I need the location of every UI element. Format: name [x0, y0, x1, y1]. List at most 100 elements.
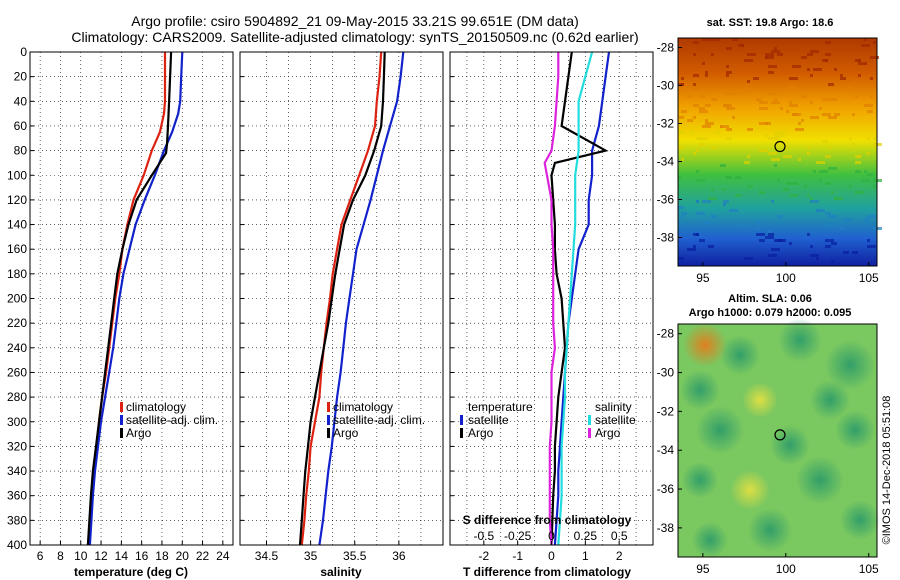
lon-tick-label: 105	[859, 562, 879, 576]
depth-tick-label: 360	[7, 489, 27, 503]
lat-tick-label: -30	[657, 79, 675, 93]
legend-sal-argo: Argo	[595, 426, 621, 440]
sla-map: Altim. SLA: 0.06 Argo h1000: 0.079 h2000…	[657, 293, 880, 576]
depth-tick-label: 220	[7, 316, 27, 330]
series-temperature-argo	[550, 51, 609, 546]
x-tick-label: 36	[392, 549, 406, 563]
series-argo	[86, 51, 173, 546]
sst-map-title: sat. SST: 19.8 Argo: 18.6	[707, 17, 834, 29]
depth-tick-label: 80	[14, 144, 28, 158]
lat-tick-label: -28	[657, 41, 675, 55]
x-tick-label: 2	[616, 549, 623, 563]
x-tick-label: 20	[176, 549, 190, 563]
depth-tick-label: 300	[7, 415, 27, 429]
series-salinity-satellite	[557, 51, 594, 546]
argo-location-marker	[774, 140, 786, 153]
lat-tick-label: -28	[657, 327, 675, 341]
depth-tick-label: 180	[7, 267, 27, 281]
series-salinity-argo	[543, 52, 560, 546]
depth-tick-label: 200	[7, 292, 27, 306]
depth-tick-label: 400	[7, 538, 27, 552]
temperature-legend: climatology satellite-adj. clim. Argo	[120, 400, 218, 440]
depth-tick-label: 280	[7, 390, 27, 404]
temperature-panel: 6 8 10 12 14 16 18 20 22 24 temperature (deg C) c…	[29, 51, 234, 579]
x-tick-label: 8	[57, 549, 64, 563]
lat-tick-label: -32	[657, 117, 675, 131]
temperature-xlabel: temperature (deg C)	[74, 565, 188, 579]
series-temperature-satellite	[553, 51, 611, 546]
series-satellite-adj-clim-	[88, 51, 184, 546]
x-tick-label: 35	[304, 549, 318, 563]
argo-location-marker	[774, 429, 786, 441]
legend-climatology: climatology	[126, 400, 186, 414]
salinity-diff-legend: salinity satellite Argo	[588, 400, 636, 440]
x-tick-label: 14	[115, 549, 129, 563]
x-tick-label: 18	[155, 549, 169, 563]
depth-axis-labels: 0 20 40 60 80 100 120 140 160 180 200 220 240 260 280 3…	[7, 45, 27, 552]
depth-tick-label: 0	[20, 45, 27, 59]
legend-satellite-adj: satellite-adj. clim.	[333, 413, 425, 427]
x-tick-label: 16	[135, 549, 149, 563]
legend-sal-satellite: satellite	[595, 413, 636, 427]
x-tick-label: -1	[512, 549, 523, 563]
lon-tick-label: 100	[776, 562, 796, 576]
depth-tick-label: 100	[7, 168, 27, 182]
depth-tick-label: 120	[7, 193, 27, 207]
legend-temp-satellite: satellite	[468, 413, 509, 427]
legend-salinity-title: salinity	[595, 400, 632, 414]
series-argo	[298, 51, 386, 546]
title-line2: Climatology: CARS2009. Satellite-adjuste…	[71, 29, 638, 45]
s-difference-xlabel: S difference from climatology	[463, 513, 632, 527]
depth-tick-label: 260	[7, 365, 27, 379]
depth-tick-label: 20	[14, 70, 28, 84]
lat-tick-label: -36	[657, 482, 675, 496]
salinity-panel: 34.5 35 35.5 36 salinity climatology satell…	[239, 51, 444, 579]
temperature-diff-legend: temperature satellite Argo	[460, 400, 533, 440]
depth-tick-label: 160	[7, 242, 27, 256]
title-line1: Argo profile: csiro 5904892_21 09-May-20…	[131, 13, 579, 29]
lat-tick-label: -34	[657, 155, 675, 169]
x-tick-label: 22	[196, 549, 210, 563]
lat-tick-label: -38	[657, 521, 675, 535]
lon-tick-label: 95	[696, 562, 710, 576]
depth-tick-label: 40	[14, 94, 28, 108]
x-tick-label: -2	[478, 549, 489, 563]
series-satellite-adj-clim-	[318, 51, 405, 546]
legend-satellite-adj: satellite-adj. clim.	[126, 413, 218, 427]
x-tick-label: 12	[94, 549, 108, 563]
legend-temperature-title: temperature	[468, 400, 533, 414]
x-tick-label: 0	[548, 549, 555, 563]
x-tick-label: 34.5	[255, 549, 279, 563]
difference-panel: -2 -1 0 1 2 -0.5 -0.25 0 0.25 0.5 S difference fr…	[449, 51, 654, 579]
lat-tick-label: -34	[657, 443, 675, 457]
sla-map-title2: Argo h1000: 0.079 h2000: 0.095	[689, 307, 852, 319]
salinity-xlabel: salinity	[320, 565, 362, 579]
x-tick-label: 6	[37, 549, 44, 563]
depth-tick-label: 340	[7, 464, 27, 478]
x-tick-label: 35.5	[343, 549, 367, 563]
legend-climatology: climatology	[333, 400, 393, 414]
legend-argo: Argo	[126, 426, 152, 440]
depth-tick-label: 140	[7, 218, 27, 232]
lat-tick-label: -38	[657, 231, 675, 245]
watermark: ©IMOS 14-Dec-2018 05:51:08	[881, 396, 893, 545]
sla-map-title: Altim. SLA: 0.06	[728, 293, 812, 305]
s-tick-label: 0.25	[574, 529, 598, 543]
lat-tick-label: -30	[657, 366, 675, 380]
s-tick-label: -0.5	[473, 529, 494, 543]
s-tick-label: 0.5	[611, 529, 628, 543]
depth-tick-label: 60	[14, 119, 28, 133]
s-tick-label: 0	[548, 529, 555, 543]
x-tick-label: 24	[216, 549, 230, 563]
sst-map: sat. SST: 19.8 Argo: 18.6 95 100 105 -28 -30…	[657, 17, 882, 285]
series-climatology	[300, 51, 383, 546]
lon-tick-label: 105	[859, 271, 879, 285]
depth-tick-label: 240	[7, 341, 27, 355]
depth-tick-label: 380	[7, 513, 27, 527]
legend-temp-argo: Argo	[468, 426, 494, 440]
x-tick-label: 1	[582, 549, 589, 563]
lat-tick-label: -32	[657, 404, 675, 418]
x-tick-label: 10	[74, 549, 88, 563]
lon-tick-label: 100	[776, 271, 796, 285]
